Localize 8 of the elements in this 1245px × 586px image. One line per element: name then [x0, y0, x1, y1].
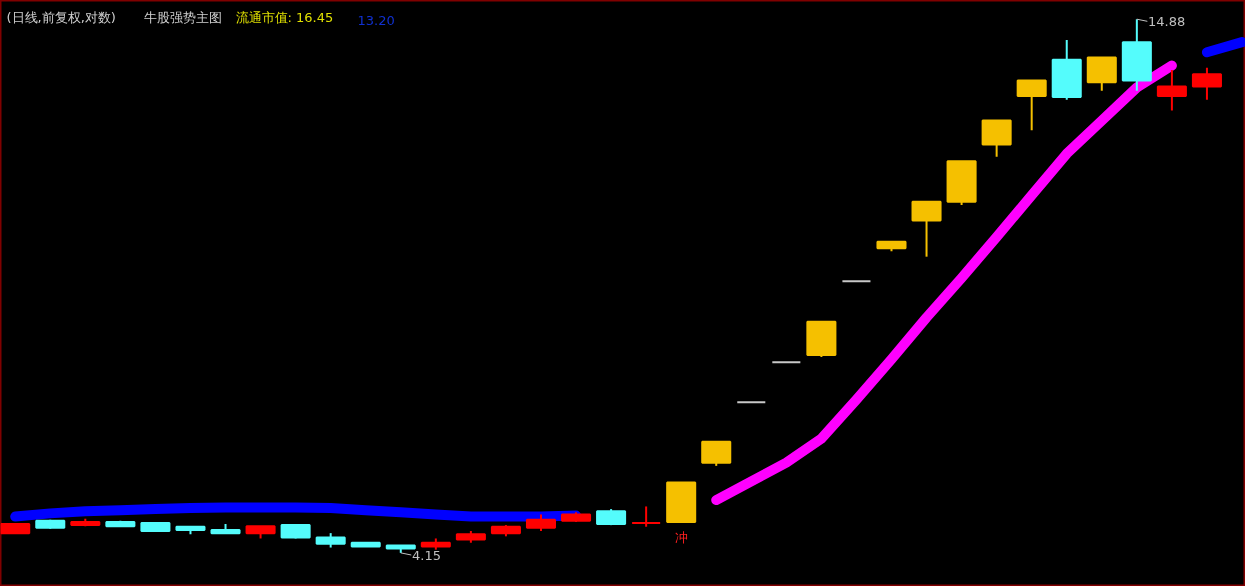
chart-title: (日线,前复权,对数)	[6, 9, 116, 25]
annotation: 13.20	[357, 12, 395, 28]
annotation: 14.88	[1148, 13, 1186, 29]
chart-subtitle: 牛股强势主图	[143, 9, 222, 25]
annotation: 流通市值: 16.45	[235, 9, 334, 25]
annotation: 4.15	[411, 548, 441, 564]
candlestick	[631, 505, 662, 528]
annotation: 冲	[674, 529, 688, 545]
